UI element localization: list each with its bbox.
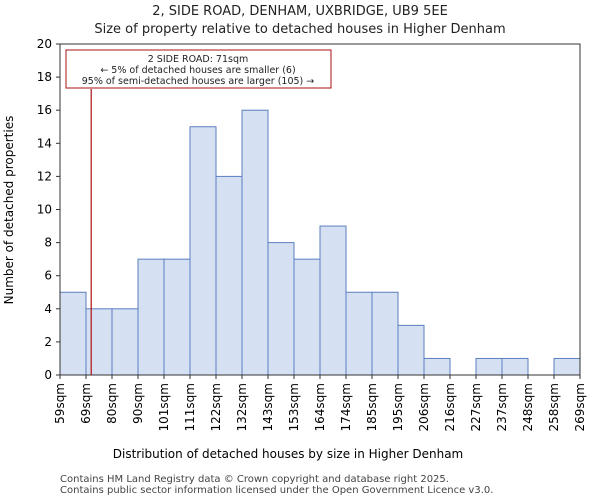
x-tick-label: 69sqm <box>79 383 93 424</box>
x-tick-label: 216sqm <box>443 383 457 431</box>
bar-101sqm <box>163 258 191 376</box>
bar-90sqm <box>137 258 165 376</box>
annotation-box: 2 SIDE ROAD: 71sqm ← 5% of detached hous… <box>65 49 332 89</box>
y-tick-label: 6 <box>44 269 52 283</box>
footer-licence: Contains public sector information licen… <box>60 485 494 496</box>
x-tick-label: 258sqm <box>547 383 561 431</box>
bar-80sqm <box>111 308 139 376</box>
x-tick-label: 206sqm <box>417 383 431 431</box>
x-tick-label: 132sqm <box>235 383 249 431</box>
bar-227sqm <box>475 357 503 376</box>
x-tick-label: 153sqm <box>287 383 301 431</box>
bar-111sqm <box>189 126 217 376</box>
bar-206sqm <box>423 357 451 376</box>
bar-59sqm <box>59 291 87 376</box>
x-tick-label: 80sqm <box>105 383 119 424</box>
bar-143sqm <box>267 242 295 376</box>
bar-237sqm <box>501 357 529 376</box>
bar-258sqm <box>553 357 581 376</box>
x-tick-label: 269sqm <box>573 383 587 431</box>
bar-195sqm <box>397 324 425 376</box>
x-tick-label: 122sqm <box>209 383 223 431</box>
x-tick-label: 59sqm <box>53 383 67 424</box>
y-axis-label: Number of detached properties <box>2 116 16 305</box>
x-tick-label: 101sqm <box>157 383 171 431</box>
y-tick-label: 14 <box>37 136 52 150</box>
x-tick-label: 143sqm <box>261 383 275 431</box>
bar-164sqm <box>319 225 347 376</box>
x-tick-label: 185sqm <box>365 383 379 431</box>
x-tick-label: 90sqm <box>131 383 145 424</box>
bar-153sqm <box>293 258 321 376</box>
y-tick-label: 4 <box>44 302 52 316</box>
x-tick-label: 111sqm <box>183 383 197 431</box>
annotation-line-1: 2 SIDE ROAD: 71sqm <box>148 54 249 65</box>
annotation-line-2: ← 5% of detached houses are smaller (6) <box>100 65 295 76</box>
bar-chart: 0 2 4 6 8 10 12 14 16 18 20 59sqm 69sqm 80sqm 90sqm 10… <box>2 37 587 461</box>
x-axis-label: Distribution of detached houses by size … <box>113 447 464 461</box>
bar-69sqm <box>85 308 113 376</box>
bar-174sqm <box>345 291 373 376</box>
x-tick-label: 248sqm <box>521 383 535 431</box>
y-tick-label: 18 <box>37 70 52 84</box>
y-tick-label: 12 <box>37 169 52 183</box>
y-tick-label: 8 <box>44 236 52 250</box>
chart-title-address: 2, SIDE ROAD, DENHAM, UXBRIDGE, UB9 5EE <box>152 4 448 19</box>
y-tick-label: 0 <box>44 368 52 382</box>
y-tick-label: 10 <box>37 203 52 217</box>
y-tick-label: 16 <box>37 103 52 117</box>
footer-copyright: Contains HM Land Registry data © Crown c… <box>60 474 449 485</box>
x-tick-label: 237sqm <box>495 383 509 431</box>
chart-title: Size of property relative to detached ho… <box>94 22 506 37</box>
plot-area <box>59 43 581 376</box>
y-tick-label: 2 <box>44 335 52 349</box>
x-tick-label: 174sqm <box>339 383 353 431</box>
annotation-line-3: 95% of semi-detached houses are larger (… <box>82 76 315 87</box>
y-tick-label: 20 <box>37 37 52 51</box>
x-tick-label: 195sqm <box>391 383 405 431</box>
bar-132sqm <box>241 109 269 376</box>
bar-185sqm <box>371 291 399 376</box>
x-tick-label: 164sqm <box>313 383 327 431</box>
x-tick-label: 227sqm <box>469 383 483 431</box>
bar-122sqm <box>215 175 243 376</box>
